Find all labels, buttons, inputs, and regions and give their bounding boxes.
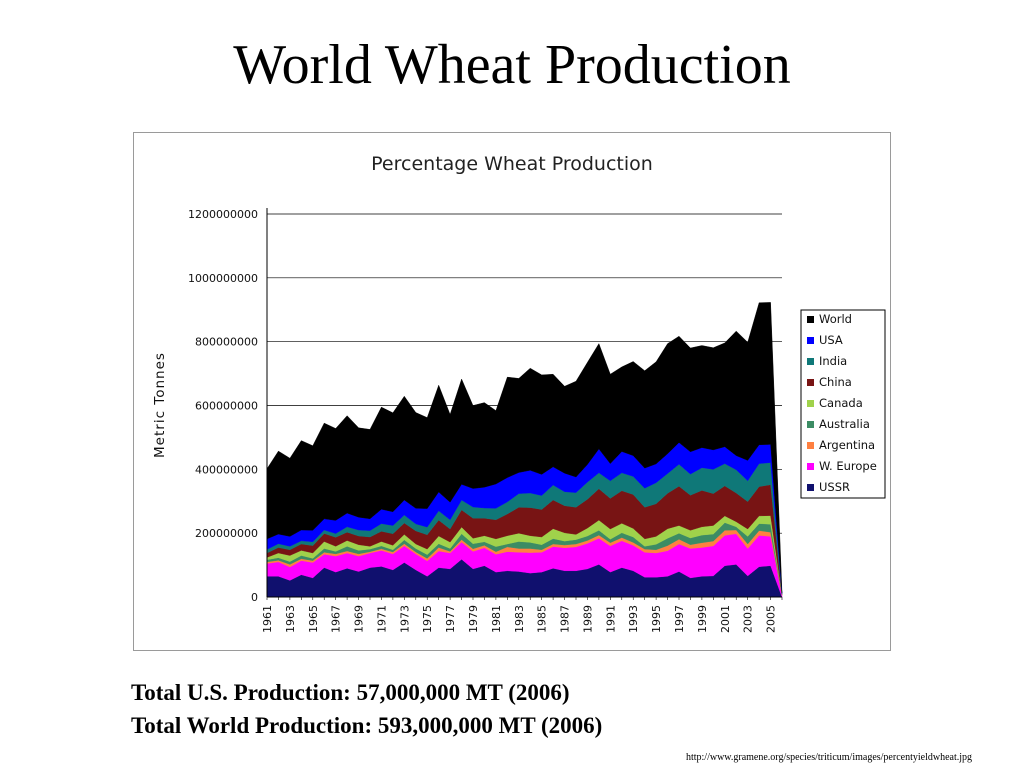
x-tick-label: 1985 xyxy=(536,605,549,633)
legend-entry: World xyxy=(819,312,852,326)
legend-entry: China xyxy=(819,375,852,389)
production-stats: Total U.S. Production: 57,000,000 MT (20… xyxy=(131,676,602,742)
area-world xyxy=(266,302,783,593)
x-tick-label: 1967 xyxy=(330,605,343,633)
x-tick-label: 1969 xyxy=(353,605,366,633)
legend-swatch xyxy=(807,316,814,323)
x-tick-label: 1965 xyxy=(307,605,320,633)
x-tick-label: 1979 xyxy=(467,605,480,633)
legend-swatch xyxy=(807,400,814,407)
y-axis-label: Metric Tonnes xyxy=(152,352,168,458)
source-url: http://www.gramene.org/species/triticum/… xyxy=(685,752,972,763)
x-tick-label: 1997 xyxy=(673,605,686,633)
area-chart: Percentage Wheat Production Metric Tonne… xyxy=(152,153,886,633)
y-tick-label: 200000000 xyxy=(195,527,258,540)
legend-entry: India xyxy=(819,354,847,368)
legend-entry: USA xyxy=(819,333,843,347)
x-tick-label: 1975 xyxy=(421,605,434,633)
x-tick-label: 2005 xyxy=(765,605,778,633)
axes: 0 200000000 400000000 600000000 800000000 100… xyxy=(188,208,783,633)
legend-swatch xyxy=(807,358,814,365)
x-tick-label: 1983 xyxy=(513,605,526,633)
world-production-text: Total World Production: 593,000,000 MT (… xyxy=(131,713,603,738)
legend-entry: USSR xyxy=(819,480,850,494)
legend-entry: Argentina xyxy=(819,438,875,452)
x-tick-label: 1963 xyxy=(284,605,297,633)
x-tick-label: 1981 xyxy=(490,605,503,633)
x-tick-label: 1987 xyxy=(559,605,572,633)
legend-entry: Australia xyxy=(819,417,870,431)
x-tick-label: 1999 xyxy=(696,605,709,633)
slide-title: World Wheat Production xyxy=(233,34,791,96)
y-tick-label: 800000000 xyxy=(195,336,258,349)
x-tick-label: 1971 xyxy=(375,605,388,633)
x-tick-label: 1993 xyxy=(627,605,640,633)
x-tick-label: 1961 xyxy=(261,605,274,633)
legend-swatch xyxy=(807,337,814,344)
legend-swatch xyxy=(807,484,814,491)
chart-frame: Percentage Wheat Production Metric Tonne… xyxy=(133,132,891,651)
legend-entry: W. Europe xyxy=(819,459,877,473)
x-tick-label: 2003 xyxy=(742,605,755,633)
x-tick-label: 1973 xyxy=(398,605,411,633)
legend: World USA India China Canada Australia Argenti… xyxy=(800,309,886,499)
y-tick-label: 400000000 xyxy=(195,463,258,476)
chart-title: Percentage Wheat Production xyxy=(371,153,653,175)
legend-entry: Canada xyxy=(819,396,863,410)
y-tick-label: 1000000000 xyxy=(188,272,258,285)
us-production-text: Total U.S. Production: 57,000,000 MT (20… xyxy=(131,680,570,705)
y-tick-label: 0 xyxy=(251,591,258,604)
legend-swatch xyxy=(807,463,814,470)
legend-swatch xyxy=(807,379,814,386)
legend-swatch xyxy=(807,442,814,449)
x-tick-label: 1989 xyxy=(581,605,594,633)
y-tick-label: 1200000000 xyxy=(188,208,258,221)
stacked-areas xyxy=(266,302,783,598)
y-tick-label: 600000000 xyxy=(195,400,258,413)
x-tick-label: 1995 xyxy=(650,605,663,633)
x-tick-label: 1991 xyxy=(604,605,617,633)
x-tick-label: 2001 xyxy=(719,605,732,633)
legend-box xyxy=(800,309,886,499)
x-tick-label: 1977 xyxy=(444,605,457,633)
legend-swatch xyxy=(807,421,814,428)
